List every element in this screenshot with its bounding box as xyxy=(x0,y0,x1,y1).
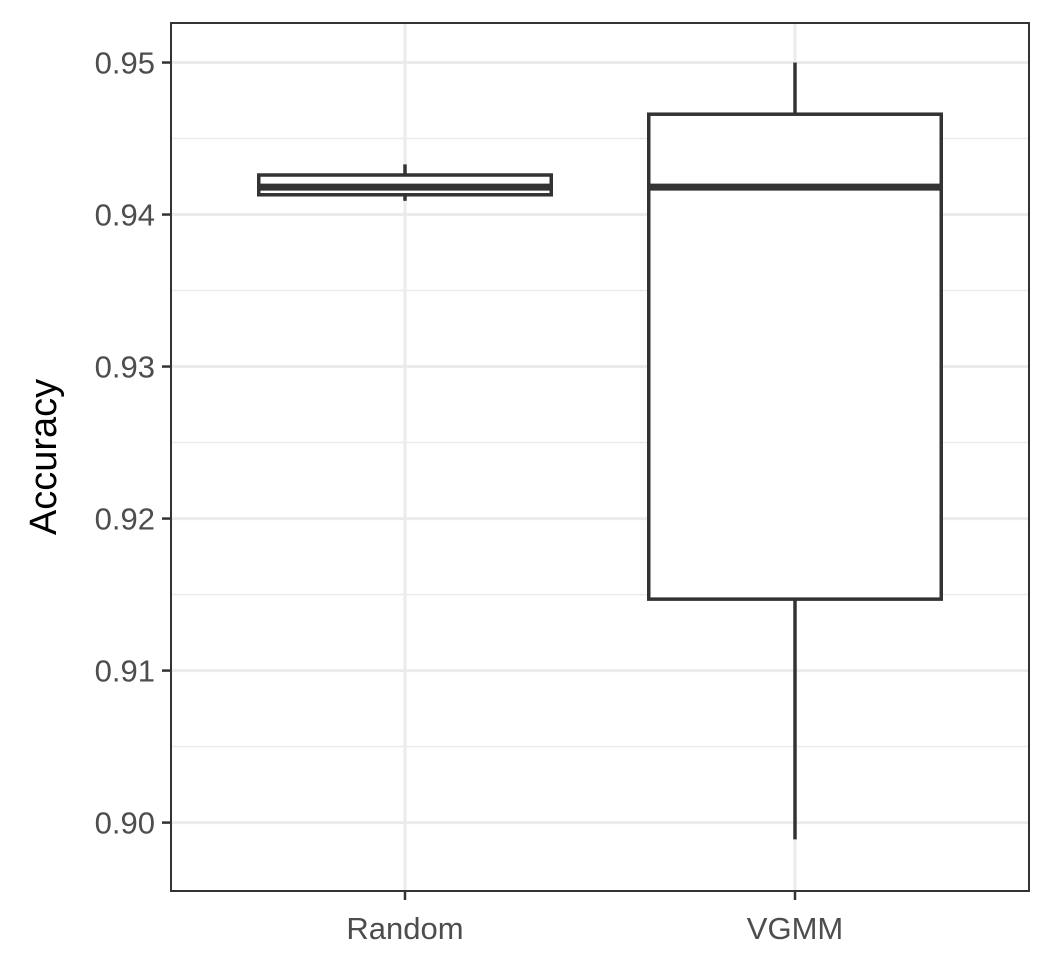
box-layer xyxy=(257,62,943,840)
y-tick-label-5: 0.95 xyxy=(95,46,155,81)
y-tick-label-2: 0.92 xyxy=(95,502,155,537)
x-tick-label-vgmm: VGMM xyxy=(747,911,843,946)
panel-border xyxy=(170,22,1030,892)
y-tick-label-0: 0.90 xyxy=(95,806,155,841)
y-tick-label-4: 0.94 xyxy=(95,198,155,233)
axis-layer: 0.90 0.91 0.92 0.93 0.94 0.95 Random VGMM xyxy=(95,46,844,946)
x-tick-label-random: Random xyxy=(346,911,463,946)
y-tick-label-1: 0.91 xyxy=(95,654,155,689)
y-axis-title: Accuracy xyxy=(23,379,65,535)
box-vgmm xyxy=(647,112,943,601)
y-tick-label-3: 0.93 xyxy=(95,350,155,385)
